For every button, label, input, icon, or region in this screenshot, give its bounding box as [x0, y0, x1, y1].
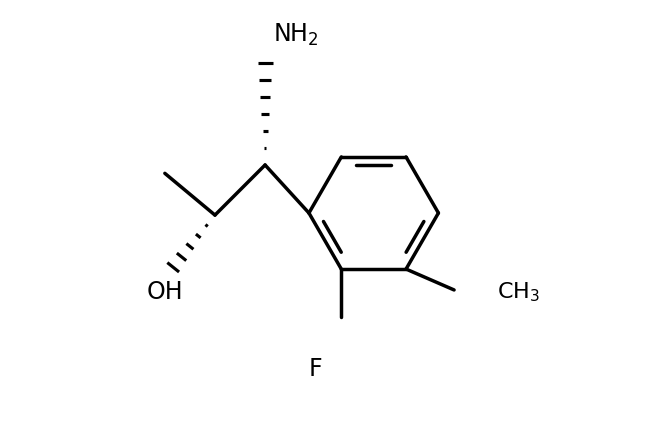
Text: CH$_3$: CH$_3$ — [497, 281, 540, 304]
Text: NH$_2$: NH$_2$ — [273, 22, 319, 48]
Text: OH: OH — [146, 280, 183, 304]
Text: F: F — [309, 357, 322, 381]
